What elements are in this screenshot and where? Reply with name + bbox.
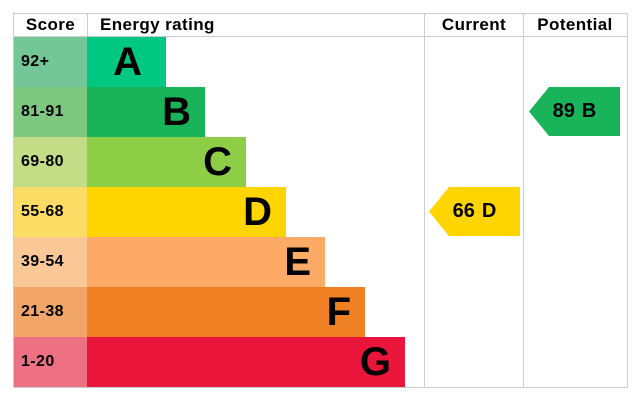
band-score-range: 21-38: [14, 287, 87, 337]
band-score-range: 81-91: [14, 87, 87, 137]
current-rating-value: 66: [452, 200, 475, 222]
current-rating-letter: D: [481, 200, 497, 222]
band-row-c: 69-80 C: [14, 137, 627, 187]
header-row: Score Energy rating Current Potential: [14, 14, 627, 37]
band-bar-c: C: [87, 137, 246, 187]
band-score-range: 92+: [14, 37, 87, 87]
band-score-range: 1-20: [14, 337, 87, 387]
band-bar-b: B: [87, 87, 205, 137]
current-rating-arrow: 66 D: [429, 187, 520, 236]
score-column-header: Score: [14, 14, 88, 36]
band-bar-a: A: [87, 37, 166, 87]
band-bar-e: E: [87, 237, 325, 287]
band-score-range: 55-68: [14, 187, 87, 237]
potential-column-header: Potential: [537, 15, 613, 34]
potential-rating-arrow: 89 B: [529, 87, 620, 136]
band-row-e: 39-54 E: [14, 237, 627, 287]
band-bar-g: G: [87, 337, 405, 387]
potential-column-divider: [523, 14, 524, 387]
potential-rating-letter: B: [581, 100, 597, 122]
potential-rating-value: 89: [552, 100, 575, 122]
band-row-b: 81-91 B: [14, 87, 627, 137]
epc-table: Score Energy rating Current Potential 92…: [13, 13, 628, 388]
energy-rating-column-header: Energy rating: [100, 15, 215, 34]
band-score-range: 39-54: [14, 237, 87, 287]
band-rows: 92+ A 81-91 B 69-80 C 55-68 D 39-54 E 21…: [14, 37, 627, 387]
band-row-d: 55-68 D: [14, 187, 627, 237]
current-column-divider: [424, 14, 425, 387]
band-bar-d: D: [87, 187, 286, 237]
band-row-a: 92+ A: [14, 37, 627, 87]
band-score-range: 69-80: [14, 137, 87, 187]
band-row-f: 21-38 F: [14, 287, 627, 337]
band-bar-f: F: [87, 287, 365, 337]
band-row-g: 1-20 G: [14, 337, 627, 387]
current-column-header: Current: [441, 15, 507, 34]
